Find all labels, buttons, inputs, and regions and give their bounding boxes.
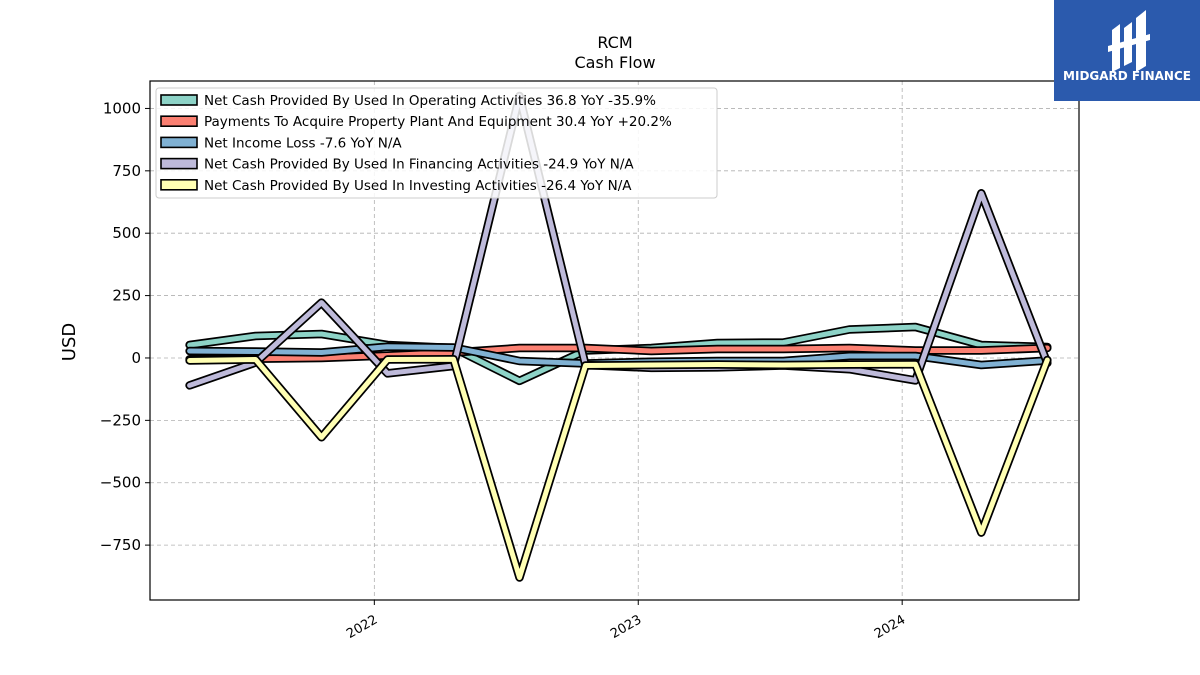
y-tick-label: 0 [131,349,141,367]
legend-swatch [160,94,198,106]
legend-box [155,87,718,199]
series-line-1 [187,345,1050,362]
plot-frame [149,80,1080,601]
logo-mark-icon [1108,10,1150,72]
legend-label: Net Cash Provided By Used In Investing A… [204,178,632,194]
y-axis-ticks: 1000 750 500 250 0 −250 −500 −750 [100,99,150,554]
y-tick-label: −250 [100,411,141,429]
y-tick-label: 750 [112,162,141,180]
y-tick-label: −750 [100,536,141,554]
legend-swatch [160,179,198,191]
y-tick-label: 500 [112,224,141,242]
series-layer [185,91,1052,582]
chart-subtitle: Cash Flow [574,53,655,72]
legend-label: Net Cash Provided By Used In Operating A… [204,93,656,109]
logo-text: MIDGARD FINANCE [1063,69,1191,83]
legend-label: Net Cash Provided By Used In Financing A… [204,157,634,173]
legend-swatch [160,157,198,170]
y-tick-label: 250 [112,287,141,305]
brand-logo: MIDGARD FINANCE [1054,0,1200,101]
y-tick-label: −500 [100,474,141,492]
legend-label: Net Income Loss -7.6 YoY N/A [204,135,402,151]
legend-label: Payments To Acquire Property Plant And E… [204,114,672,130]
series-line-4 [187,356,1050,580]
y-axis-label: USD [59,323,80,361]
y-tick-label: 1000 [103,99,141,117]
legend: Net Cash Provided By Used In Operating A… [155,87,718,199]
legend-swatch [160,115,198,127]
chart-title: RCM [597,33,632,52]
legend-swatch [160,136,198,149]
